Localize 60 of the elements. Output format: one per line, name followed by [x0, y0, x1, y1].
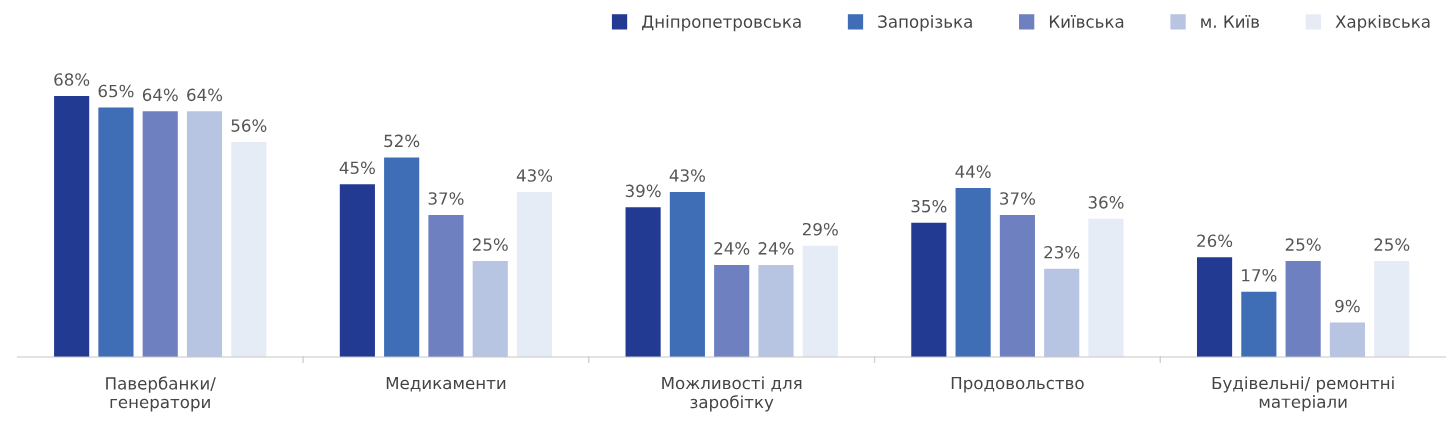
x-tick-label: Медикаменти	[386, 376, 506, 392]
data-label: 37%	[428, 192, 464, 205]
data-label: 25%	[1285, 238, 1321, 251]
data-label: 39%	[625, 184, 661, 198]
data-label: 56%	[231, 119, 267, 132]
bar	[1241, 291, 1277, 358]
data-label: 52%	[384, 134, 420, 148]
x-tick-label: Будівельні/ ремонтні матеріали	[1212, 376, 1394, 412]
data-label: 43%	[516, 169, 553, 182]
data-label: 44%	[955, 165, 991, 178]
bar	[339, 184, 375, 358]
bar	[428, 214, 464, 358]
bar	[1329, 322, 1365, 358]
bar	[1285, 261, 1321, 358]
data-label: 24%	[758, 242, 794, 255]
bar	[186, 111, 223, 358]
legend-label: Харківська	[1335, 15, 1430, 32]
bar	[1044, 268, 1080, 358]
data-label: 36%	[1088, 196, 1124, 209]
data-label: 29%	[802, 222, 838, 236]
bar	[384, 157, 420, 358]
data-label: 68%	[54, 73, 90, 86]
bar	[142, 111, 178, 358]
bar	[231, 142, 267, 358]
data-label: 17%	[1242, 268, 1277, 282]
legend-label: Запорізька	[878, 15, 972, 32]
x-tick-label: Можливості для заробітку	[662, 376, 802, 412]
legend-label: Київська	[1049, 15, 1124, 28]
bar	[54, 95, 90, 358]
data-label: 35%	[911, 199, 947, 213]
bar	[955, 188, 991, 358]
data-label: 25%	[1374, 238, 1410, 251]
data-label: 43%	[669, 169, 705, 182]
data-label: 25%	[472, 238, 508, 251]
data-label: 23%	[1044, 245, 1080, 259]
x-tick-label: Павербанки/ генератори	[106, 376, 216, 412]
bar	[802, 245, 838, 358]
x-tick-label: Продовольство	[951, 376, 1084, 393]
bar	[472, 261, 508, 358]
data-label: 9%	[1335, 299, 1360, 313]
data-label: 65%	[98, 84, 134, 98]
bar	[999, 214, 1035, 358]
data-label: 37%	[1000, 192, 1036, 205]
bar	[1374, 261, 1410, 358]
data-label: 64%	[187, 88, 223, 102]
data-label: 26%	[1197, 234, 1233, 248]
bar	[98, 107, 134, 358]
data-label: 64%	[142, 88, 178, 102]
data-label: 45%	[339, 161, 375, 175]
bar	[714, 264, 750, 358]
data-label: 24%	[714, 242, 750, 255]
bar	[911, 222, 947, 358]
bar	[516, 191, 553, 358]
legend-label: Дніпропетровська	[642, 15, 801, 32]
bar	[1088, 218, 1124, 358]
bar	[625, 207, 661, 358]
bar	[758, 264, 794, 358]
legend-label: м. Київ	[1201, 15, 1260, 28]
bar	[669, 191, 705, 358]
bar	[1196, 257, 1233, 358]
